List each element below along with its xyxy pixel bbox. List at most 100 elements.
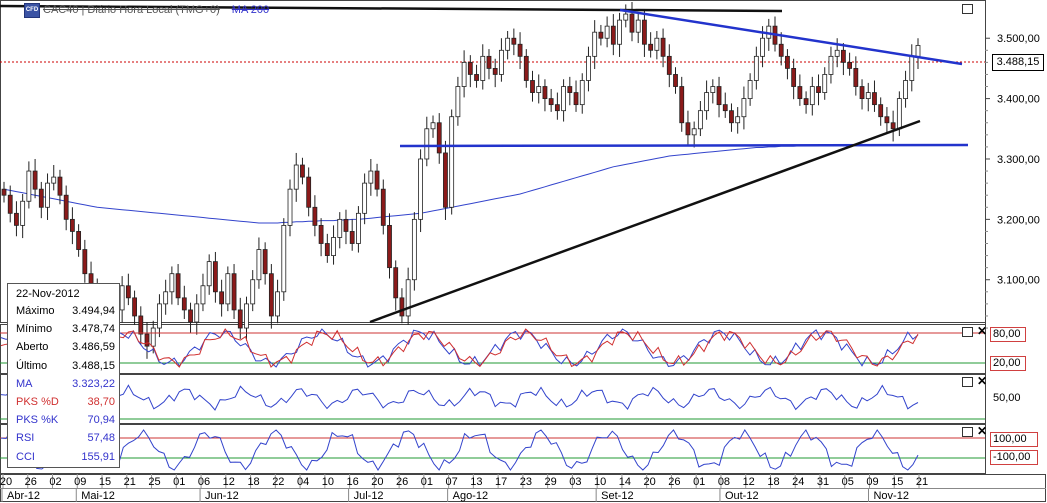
candle-up	[244, 303, 249, 329]
x-day-label: 09	[866, 476, 878, 488]
maximize-cci-panel-icon[interactable]	[962, 427, 973, 437]
candle-down	[548, 98, 554, 106]
x-day-label: 15	[99, 476, 111, 488]
data-window-date: 22-Nov-2012	[16, 288, 80, 300]
candle-up	[26, 170, 32, 202]
x-day-label: 25	[148, 476, 160, 488]
candle-up	[45, 182, 50, 208]
candle-up	[225, 273, 231, 305]
x-day-label: 01	[693, 476, 705, 488]
x-day-label: 09	[74, 476, 86, 488]
x-day-label: 16	[346, 476, 358, 488]
x-month-label: Jun-12	[205, 490, 239, 502]
pks-panel-frame	[0, 324, 986, 374]
candle-down	[1, 188, 7, 196]
candle-up	[150, 327, 156, 347]
candle-down	[859, 86, 865, 100]
candle-down	[125, 285, 131, 299]
candle-down	[511, 37, 517, 45]
x-day-label: 03	[569, 476, 581, 488]
data-window-label: MA	[16, 377, 33, 390]
x-month-label: Jul-12	[354, 490, 384, 502]
candle-up	[206, 261, 212, 287]
candle-up	[337, 218, 343, 238]
data-window-value: 3.323,22	[72, 377, 115, 390]
candle-down	[853, 68, 859, 87]
x-month-label: Set-12	[601, 490, 633, 502]
candle-down	[181, 297, 187, 311]
candle-up	[915, 45, 921, 57]
candle-down	[797, 86, 803, 100]
data-window-value: 38,70	[87, 396, 115, 408]
candle-down	[237, 309, 243, 329]
y-tick-label: 3.300,00	[997, 154, 1040, 166]
cfd-logo-icon: CFD	[24, 2, 40, 18]
data-window-row: PKS %D 38,70	[16, 394, 115, 410]
candle-down	[803, 98, 809, 106]
data-window-value: 3.488,15	[72, 359, 115, 372]
candle-down	[38, 188, 44, 208]
data-window-row: Aberto 3.486,59	[16, 339, 115, 355]
cci-upper-badge: 100,00	[990, 432, 1038, 447]
candle-up	[909, 55, 915, 81]
candle-up	[865, 92, 871, 100]
candle-down	[374, 170, 380, 190]
x-day-label: 18	[767, 476, 779, 488]
candle-down	[729, 110, 734, 124]
candle-up	[822, 74, 828, 93]
candle-up	[710, 86, 716, 93]
uptrend-line-black	[369, 119, 921, 324]
pks-k-line	[0, 328, 919, 368]
x-day-label: 10	[322, 476, 334, 488]
data-window-label: Aberto	[16, 341, 49, 354]
candle-down	[63, 194, 69, 220]
candle-up	[834, 49, 840, 57]
resistance-trendline-black	[0, 4, 783, 13]
pks-d-line	[0, 328, 919, 368]
candle-up	[623, 13, 629, 21]
close-pks-panel-icon[interactable]: ✕	[977, 324, 988, 338]
candle-up	[256, 249, 262, 281]
candle-down	[474, 74, 479, 81]
maximize-rsi-panel-icon[interactable]	[962, 377, 973, 387]
candle-up	[293, 164, 299, 190]
maximize-price-panel-icon[interactable]	[962, 4, 973, 14]
candle-up	[654, 37, 660, 51]
candle-down	[642, 19, 647, 45]
candle-down	[884, 116, 890, 124]
candle-up	[579, 80, 585, 106]
candle-up	[157, 303, 162, 329]
candle-up	[362, 182, 368, 214]
candle-down	[175, 273, 181, 299]
close-cci-panel-icon[interactable]: ✕	[977, 424, 988, 438]
resistance-trendline-blue	[619, 8, 963, 66]
candle-down	[791, 68, 797, 87]
candle-up	[536, 86, 542, 93]
candle-up	[604, 25, 610, 39]
x-day-label: 15	[891, 476, 903, 488]
x-day-label: 20	[644, 476, 656, 488]
x-day-label: 17	[495, 476, 507, 488]
data-window-label: PKS %D	[16, 396, 59, 408]
data-window-value: 3.494,94	[72, 305, 115, 317]
candle-down	[132, 297, 137, 317]
candle-down	[598, 31, 604, 39]
x-day-label: 18	[247, 476, 259, 488]
close-rsi-panel-icon[interactable]: ✕	[977, 374, 988, 388]
candle-down	[716, 86, 722, 106]
candle-up	[20, 200, 26, 226]
candle-down	[306, 176, 312, 208]
support-line-blue	[399, 143, 969, 148]
data-window-value: 57,48	[87, 432, 115, 445]
x-month-label: Mai-12	[81, 490, 115, 502]
maximize-pks-panel-icon[interactable]	[962, 327, 973, 337]
last-price-badge: 3.488,15	[992, 54, 1044, 71]
candle-up	[169, 273, 175, 293]
candle-down	[610, 25, 616, 45]
candle-down	[685, 122, 691, 136]
candle-down	[82, 249, 88, 275]
candle-down	[219, 291, 225, 305]
data-window-row: CCI 155,91	[16, 449, 115, 465]
candle-down	[573, 92, 579, 106]
